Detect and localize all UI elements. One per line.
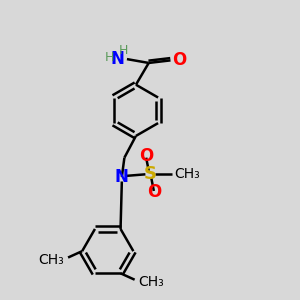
- Text: O: O: [172, 51, 187, 69]
- Text: N: N: [115, 168, 129, 186]
- Text: N: N: [110, 50, 124, 68]
- Text: O: O: [147, 183, 161, 201]
- Text: H: H: [119, 44, 129, 57]
- Text: CH₃: CH₃: [174, 167, 200, 181]
- Text: S: S: [143, 165, 157, 183]
- Text: O: O: [139, 147, 153, 165]
- Text: CH₃: CH₃: [139, 275, 164, 289]
- Text: H: H: [104, 51, 114, 64]
- Text: CH₃: CH₃: [38, 253, 64, 267]
